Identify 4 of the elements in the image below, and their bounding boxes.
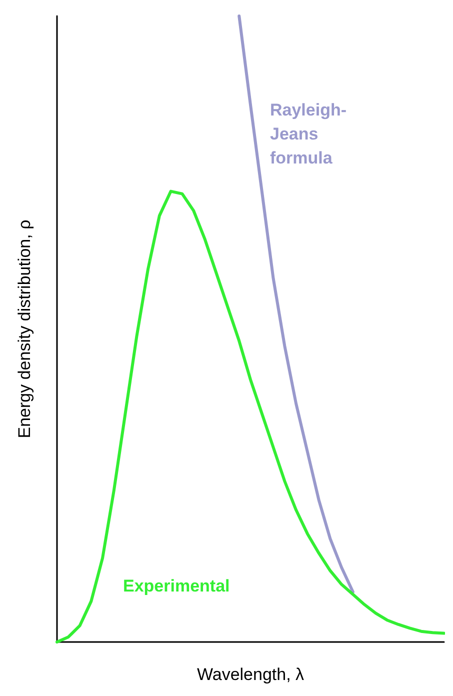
y-axis-title: Energy density distribution, ρ (15, 220, 34, 438)
x-axis-title: Wavelength, λ (196, 665, 305, 684)
series-label: Rayleigh-Jeans formula (270, 100, 347, 168)
series-label: Experimental (123, 576, 230, 596)
